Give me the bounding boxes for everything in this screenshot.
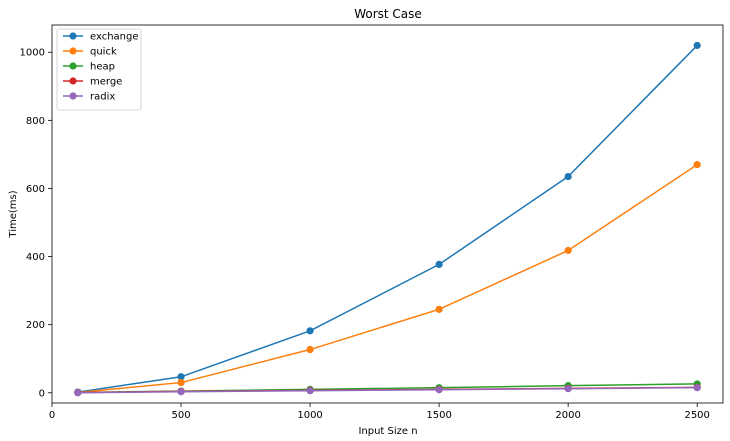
- legend-marker: [69, 62, 77, 70]
- legend-label: heap: [90, 62, 115, 73]
- data-point-radix: [177, 388, 185, 396]
- series-layer: [74, 41, 701, 397]
- y-axis: 0 200 400 600 800 1000: [20, 48, 52, 399]
- data-point-exchange: [306, 327, 314, 335]
- x-tick-label: 500: [171, 410, 190, 421]
- y-tick-label: 1000: [20, 48, 45, 59]
- data-point-radix: [693, 384, 701, 392]
- legend-marker: [69, 32, 77, 40]
- data-point-quick: [693, 161, 701, 169]
- legend-label: exchange: [90, 32, 139, 43]
- series-quick: [74, 161, 701, 397]
- legend-item-radix: radix: [63, 92, 115, 103]
- legend: exchange quick heap merge radix: [56, 28, 142, 111]
- data-point-quick: [435, 305, 443, 313]
- y-axis-label: Time(ms): [8, 190, 19, 238]
- legend-marker: [69, 47, 77, 55]
- x-tick-label: 2500: [684, 410, 709, 421]
- legend-item-merge: merge: [63, 77, 122, 88]
- legend-marker: [69, 77, 77, 85]
- x-tick-label: 1500: [426, 410, 451, 421]
- data-point-radix: [564, 385, 572, 393]
- x-tick-label: 0: [49, 410, 55, 421]
- x-tick-label: 2000: [555, 410, 580, 421]
- legend-label: radix: [90, 92, 115, 103]
- series-line-radix: [77, 386, 698, 394]
- series-line-exchange: [77, 44, 698, 393]
- data-point-exchange: [435, 260, 443, 268]
- y-tick-label: 800: [26, 116, 45, 127]
- x-axis-label: Input Size n: [358, 426, 417, 437]
- legend-item-quick: quick: [63, 47, 117, 58]
- chart-title: Worst Case: [354, 7, 422, 21]
- y-tick-label: 400: [26, 252, 45, 263]
- data-point-quick: [564, 246, 572, 255]
- legend-label: quick: [90, 47, 117, 58]
- legend-label: merge: [90, 77, 122, 88]
- data-point-radix: [435, 386, 443, 394]
- legend-box: [56, 28, 142, 111]
- x-axis: 0 500 1000 1500 2000 2500: [49, 403, 710, 421]
- series-exchange: [74, 41, 701, 396]
- data-point-exchange: [564, 172, 572, 181]
- data-point-quick: [306, 345, 314, 354]
- series-radix: [74, 384, 701, 397]
- series-line-quick: [77, 163, 698, 394]
- y-tick-label: 0: [39, 388, 45, 399]
- data-point-radix: [74, 389, 82, 397]
- legend-item-exchange: exchange: [63, 32, 139, 43]
- data-point-quick: [177, 378, 185, 387]
- legend-marker: [69, 92, 77, 100]
- x-tick-label: 1000: [297, 410, 322, 421]
- data-point-exchange: [177, 373, 185, 381]
- data-point-exchange: [693, 41, 701, 50]
- y-tick-label: 200: [26, 320, 45, 331]
- data-point-radix: [306, 387, 314, 395]
- plot-area-frame: [51, 24, 724, 404]
- y-tick-label: 600: [26, 184, 45, 195]
- legend-item-heap: heap: [63, 62, 115, 73]
